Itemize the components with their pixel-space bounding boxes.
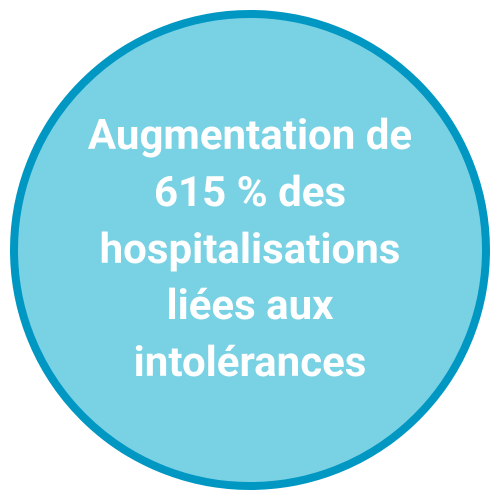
stat-text: Augmentation de 615 % des hospitalisatio… [68, 108, 432, 391]
stat-circle: Augmentation de 615 % des hospitalisatio… [10, 10, 490, 490]
